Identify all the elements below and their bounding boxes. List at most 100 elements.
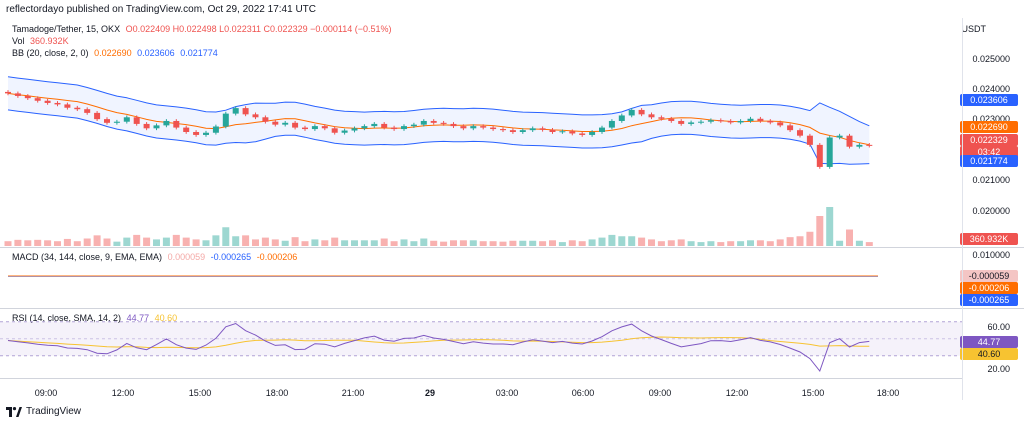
candle-body <box>806 135 813 145</box>
candle-body <box>866 144 873 146</box>
rsi-tick: 60.00 <box>987 322 1010 332</box>
vol-label[interactable]: Vol <box>12 36 25 46</box>
macd-signal-value: -0.000206 <box>256 252 298 262</box>
volume-bar <box>232 236 240 246</box>
candle-body <box>589 132 596 135</box>
candle-body <box>787 125 794 131</box>
volume-bar <box>380 238 388 246</box>
macd-hist-value: 0.000059 <box>167 252 206 262</box>
symbol-label[interactable]: Tamadoge/Tether, 15, OKX <box>12 24 121 34</box>
time-axis[interactable]: 09:00 12:00 15:00 18:00 21:00 29 03:00 0… <box>0 378 962 401</box>
time-tick: 09:00 <box>34 388 58 398</box>
candle-body <box>163 120 170 126</box>
volume-bar <box>360 240 368 246</box>
candle-body <box>797 130 803 136</box>
pane-separator[interactable] <box>0 247 1024 248</box>
macd-signal-tag: -0.000206 <box>960 282 1018 294</box>
volume-bar <box>54 241 61 246</box>
candle-body <box>410 124 417 127</box>
candle-body <box>420 120 427 125</box>
bb-basis-tag: 0.022690 <box>960 121 1018 133</box>
volume-bar <box>865 242 873 246</box>
rsi-legend: RSI (14, close, SMA, 14, 2) 44.77 40.60 <box>12 313 180 323</box>
volume-bar <box>450 240 457 246</box>
volume-bar <box>281 240 289 246</box>
macd-hist-tag: -0.000059 <box>960 270 1018 282</box>
candle-body <box>34 98 41 101</box>
candle-body <box>331 128 338 133</box>
bb-fill <box>8 76 870 165</box>
volume-bar <box>133 234 141 246</box>
candle-body <box>430 120 437 123</box>
candle-body <box>767 120 774 123</box>
candle-body <box>361 126 368 129</box>
price-chart[interactable] <box>0 18 962 246</box>
time-tick: 09:00 <box>648 388 672 398</box>
candle-body <box>282 122 289 125</box>
candle-body <box>5 91 11 94</box>
candle-body <box>242 108 249 115</box>
candle-body <box>816 144 823 167</box>
candle-body <box>54 102 61 105</box>
bb-lower-value: 0.021774 <box>180 48 218 58</box>
candle-body <box>579 133 586 135</box>
pane-separator[interactable] <box>0 308 1024 309</box>
rsi-ma-value: 40.60 <box>154 313 178 323</box>
volume-bar <box>73 241 81 246</box>
candle-body <box>470 126 477 129</box>
volume-bar <box>598 237 606 246</box>
rsi-chart[interactable] <box>0 309 962 377</box>
macd-chart[interactable] <box>0 248 962 308</box>
macd-label[interactable]: MACD (34, 144, close, 9, EMA, EMA) <box>12 252 163 262</box>
last-price-tag: 0.022329 <box>960 134 1018 146</box>
volume-bar <box>776 239 784 246</box>
volume-bar <box>44 240 52 246</box>
volume-bar <box>182 237 190 246</box>
candle-body <box>846 135 853 147</box>
rsi-tag: 44.77 <box>960 336 1018 348</box>
volume-bar <box>796 236 804 246</box>
candle-body <box>628 109 635 116</box>
bb-label[interactable]: BB (20, close, 2, 0) <box>12 48 89 58</box>
volume-bar <box>727 241 735 246</box>
macd-line-tag: -0.000265 <box>960 294 1018 306</box>
volume-bar <box>687 241 695 246</box>
volume-bar <box>291 237 299 246</box>
price-tick: 0.020000 <box>972 206 1010 216</box>
volume-bar <box>519 240 527 246</box>
candle-body <box>321 126 328 129</box>
volume-bar <box>24 240 32 246</box>
candle-body <box>74 107 81 110</box>
candle-body <box>727 120 734 123</box>
volume-bar <box>331 237 339 246</box>
volume-bar <box>440 241 448 246</box>
candle-body <box>272 121 279 125</box>
volume-bar <box>351 240 358 246</box>
volume-bar <box>311 239 319 246</box>
time-tick: 15:00 <box>801 388 825 398</box>
price-tick: 0.023000 <box>972 114 1010 124</box>
candle-body <box>826 137 833 167</box>
volume-bar <box>558 242 566 246</box>
candle-body <box>371 123 378 127</box>
volume-bar <box>628 236 636 246</box>
candle-body <box>252 114 259 118</box>
candle-body <box>668 118 675 121</box>
volume-bar <box>638 237 646 246</box>
volume-bar <box>370 240 378 246</box>
candle-body <box>717 120 724 122</box>
vol-value: 360.932K <box>30 36 69 46</box>
volume-bar <box>63 238 71 246</box>
volume-bar <box>123 237 131 246</box>
volume-bar <box>737 241 745 246</box>
volume-bar <box>677 239 685 246</box>
volume-bar <box>202 240 210 246</box>
ohlc-values: O0.022409 H0.022498 L0.022311 C0.022329 … <box>125 24 392 34</box>
volume-bar <box>93 235 101 246</box>
bb-lower-line <box>7 109 870 165</box>
candle-body <box>500 129 506 131</box>
candle-body <box>143 123 150 129</box>
candle-body <box>84 109 91 113</box>
rsi-label[interactable]: RSI (14, close, SMA, 14, 2) <box>12 313 122 323</box>
volume-bar <box>756 240 764 246</box>
